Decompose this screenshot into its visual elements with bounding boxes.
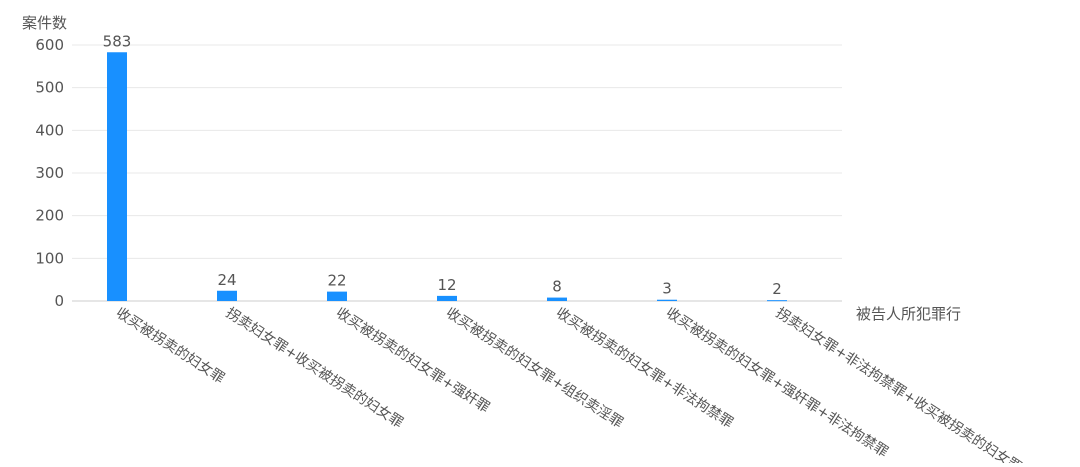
- x-tick-label: 收买被拐卖的妇女罪+组织卖淫罪: [443, 304, 626, 431]
- bar: [437, 295, 457, 301]
- y-tick-label: 400: [35, 121, 64, 139]
- x-tick-label: 拐卖妇女罪+收买被拐卖的妇女罪: [223, 304, 406, 431]
- y-tick-label: 200: [35, 207, 64, 225]
- data-label: 22: [327, 272, 346, 290]
- x-axis-label: 被告人所犯罪行: [856, 305, 961, 323]
- bar: [107, 52, 127, 302]
- y-tick-label: 300: [35, 164, 64, 182]
- y-axis-label: 案件数: [22, 14, 67, 32]
- y-tick-label: 0: [54, 292, 64, 310]
- bar: [327, 291, 347, 301]
- bar: [657, 299, 677, 301]
- data-label: 24: [217, 271, 236, 289]
- data-label: 8: [552, 278, 562, 296]
- data-label: 583: [103, 32, 132, 50]
- x-tick-label: 收买被拐卖的妇女罪+非法拘禁罪: [553, 304, 736, 431]
- y-tick-label: 100: [35, 249, 64, 267]
- data-label: 12: [437, 276, 456, 294]
- bar: [547, 297, 567, 301]
- bar: [217, 290, 237, 301]
- x-tick-label: 收买被拐卖的妇女罪: [113, 304, 228, 387]
- x-tick-label: 拐卖妇女罪+非法拘禁罪+收买被拐卖的妇女罪: [773, 304, 1025, 463]
- data-label: 3: [662, 280, 672, 298]
- data-label: 2: [772, 280, 782, 298]
- bar: [767, 300, 787, 302]
- x-tick-label: 收买被拐卖的妇女罪+强奸罪+非法拘禁罪: [663, 304, 892, 461]
- y-tick-label: 600: [35, 36, 64, 54]
- y-tick-label: 500: [35, 79, 64, 97]
